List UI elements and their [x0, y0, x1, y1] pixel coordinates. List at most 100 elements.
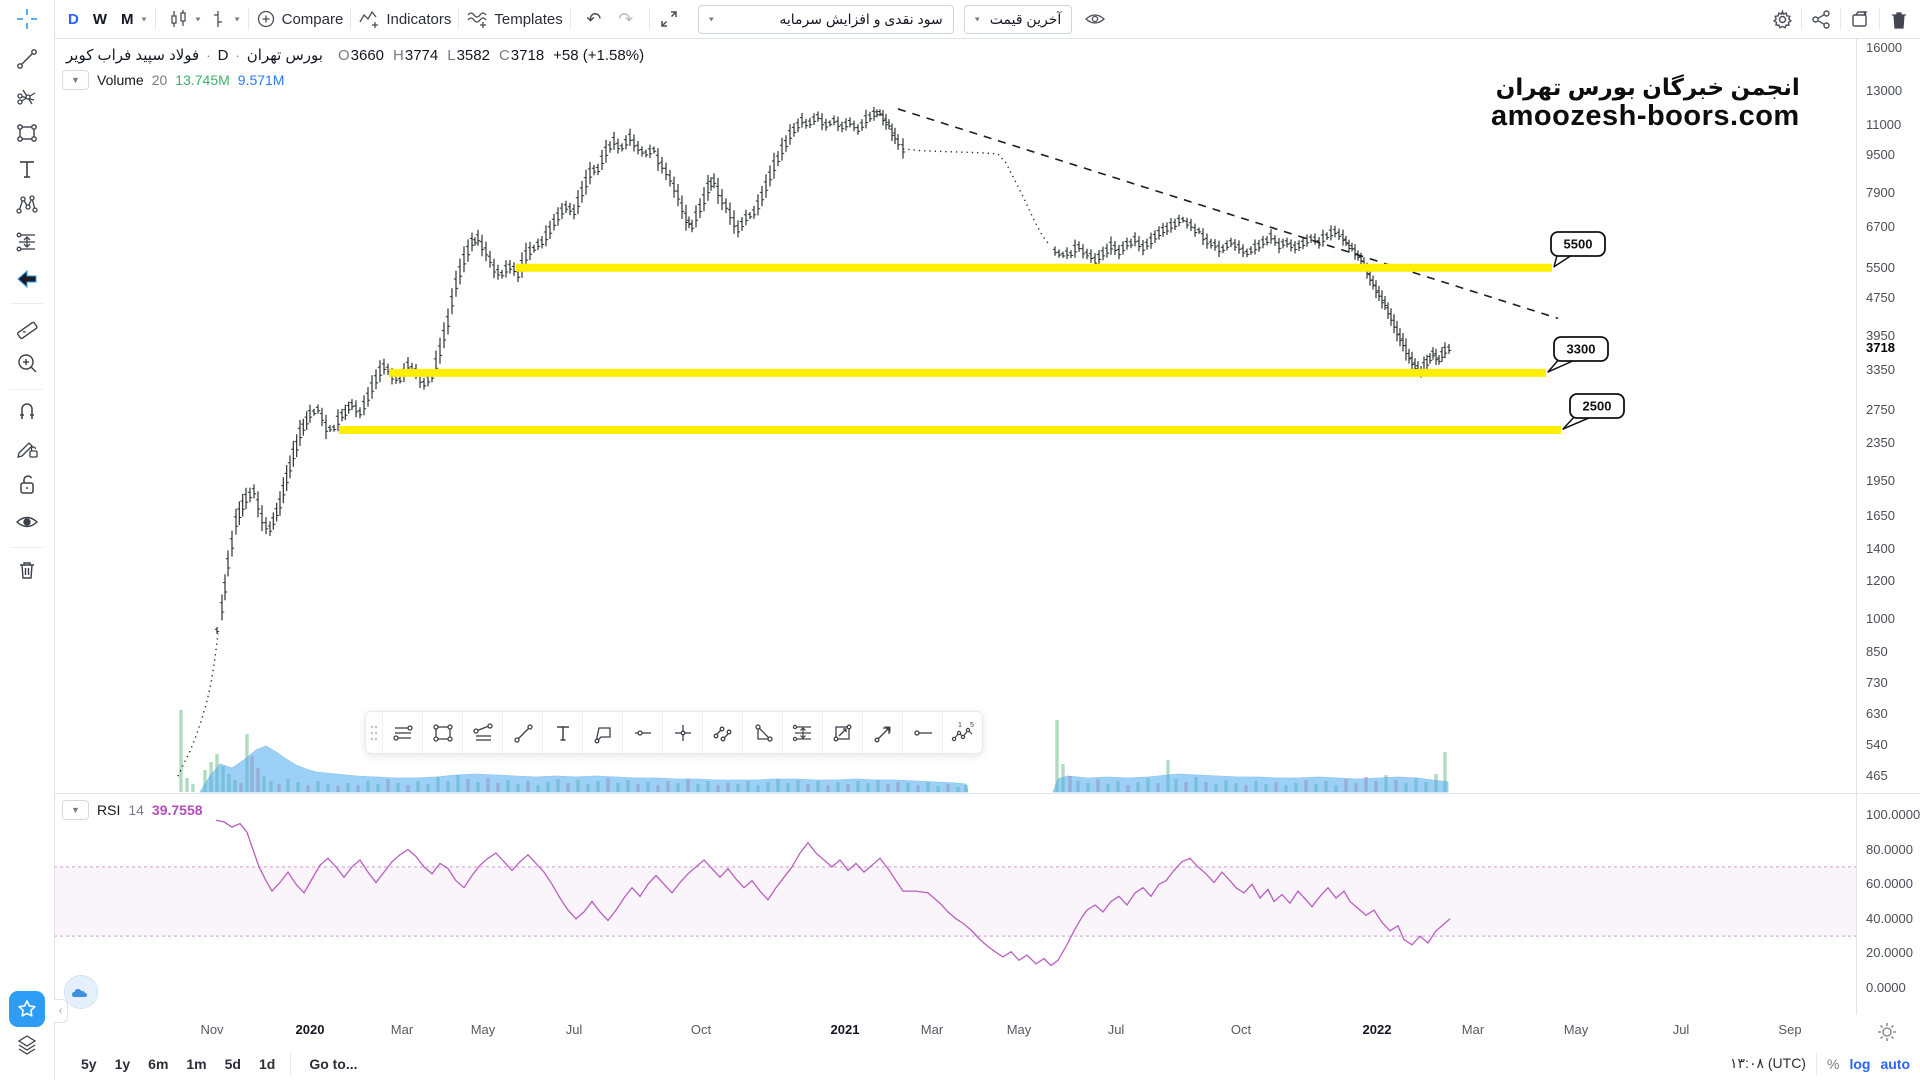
theme-sun-icon[interactable] [1876, 1021, 1898, 1043]
bar-style-chevron-icon[interactable]: ▾ [234, 14, 240, 24]
dividends-adjust-dropdown[interactable]: ▾ سود نقدی و افزایش سرمایه [697, 4, 954, 34]
range-button-6m[interactable]: 6m [148, 1055, 169, 1072]
rsi-length: 14 [128, 802, 144, 818]
goto-date-button[interactable]: Go to... [309, 1055, 358, 1072]
range-button-1y[interactable]: 1y [114, 1055, 131, 1072]
volume-collapse-chevron[interactable]: ▼ [62, 70, 89, 90]
callout-tool-icon[interactable] [582, 712, 622, 753]
legend-interval[interactable]: D [217, 46, 229, 64]
high-value: 3774 [404, 46, 439, 64]
drawing-mode-lock-icon[interactable] [8, 429, 46, 467]
rsi-label[interactable]: RSI [97, 802, 121, 818]
price-range-tool-icon[interactable] [822, 712, 862, 753]
text-tool-icon[interactable] [8, 150, 46, 188]
undo-icon[interactable]: ↶ [586, 8, 602, 29]
time-tick-label: Mar [920, 1022, 944, 1037]
templates-button[interactable]: Templates [459, 5, 569, 33]
price-scale[interactable]: 16000 13000 11000 9500 7900 6700 5500 4750 3950 3… [1857, 38, 1920, 1015]
disjoint-channel-tool-icon[interactable] [462, 712, 502, 753]
zoom-in-icon[interactable] [8, 344, 46, 382]
horizontal-ray-tool-icon[interactable] [622, 712, 662, 753]
visibility-eye-icon[interactable] [1080, 4, 1110, 34]
delete-trash-icon[interactable] [1884, 4, 1914, 34]
range-button-5d[interactable]: 5d [224, 1055, 241, 1072]
range-button-1m[interactable]: 1m [186, 1055, 207, 1072]
symbol-name[interactable]: فولاد سپید فراب کویر [66, 47, 200, 64]
time-tick-label: Nov [200, 1022, 224, 1037]
redo-icon[interactable]: ↷ [618, 8, 634, 29]
price-tick-label: 7900 [1866, 185, 1895, 201]
hide-drawings-eye-icon[interactable] [8, 503, 46, 541]
price-tick-label: 1400 [1866, 541, 1895, 557]
ray-tool-icon[interactable] [902, 712, 942, 753]
crosshair-tool-icon[interactable] [8, 0, 46, 38]
trend-line-tool-icon[interactable] [8, 40, 46, 78]
trend-line-tool-icon[interactable] [502, 712, 542, 753]
measure-ruler-icon[interactable] [8, 308, 46, 346]
brand-logo-bubble[interactable] [64, 975, 98, 1009]
interval-button-w[interactable]: W [92, 10, 108, 28]
watermark-line1: انجمن خبرگان بورس تهران [1495, 74, 1800, 100]
price-tick-label: 3950 [1866, 327, 1895, 343]
interval-button-m[interactable]: M [121, 10, 134, 28]
rectangle-tool-icon[interactable] [422, 712, 462, 753]
arrow-marker-tool-icon[interactable] [8, 260, 46, 298]
time-tick-label: 2022 [1362, 1022, 1392, 1037]
price-tick-label: 6700 [1866, 219, 1895, 235]
toolbar-drag-handle[interactable] [366, 712, 382, 753]
favorites-star-button[interactable] [9, 991, 45, 1027]
indicators-button[interactable]: Indicators [351, 5, 458, 33]
chart-style-chevron-icon[interactable]: ▾ [195, 14, 201, 24]
rsi-collapse-chevron[interactable]: ▼ [62, 800, 89, 820]
clock-utc[interactable]: ۱۳:۰۸ (UTC) [1730, 1055, 1806, 1071]
parallel-lines-tool-icon[interactable] [382, 712, 422, 753]
arrow-tool-icon[interactable] [862, 712, 902, 753]
cross-line-tool-icon[interactable] [662, 712, 702, 753]
triangle-tool-icon[interactable] [742, 712, 782, 753]
long-position-tool-icon[interactable] [8, 223, 46, 261]
bar-style-icon[interactable] [203, 4, 233, 34]
price-tick-label: 1000 [1866, 610, 1895, 626]
text-tool-icon[interactable] [542, 712, 582, 753]
symbol-legend[interactable]: فولاد سپید فراب کویر · D · بورس تهران O3… [66, 46, 644, 65]
level-label-balloon[interactable]: 3300 [1547, 336, 1609, 373]
time-axis[interactable]: Nov 2020 Mar May Jul Oct 2021 Mar May Jul Oct 2022 M… [0, 1015, 1920, 1048]
price-mode-dropdown[interactable]: ▾ آخرین قیمت [963, 4, 1073, 34]
rsi-legend: ▼ RSI 14 39.7558 [62, 800, 203, 820]
level-label-balloon[interactable]: 5500 [1550, 231, 1606, 268]
last-price-label: 3718 [1866, 340, 1895, 356]
interval-button-d[interactable]: D [68, 10, 79, 28]
pitchfork-tool-icon[interactable] [8, 78, 46, 116]
auto-scale-button[interactable]: auto [1880, 1055, 1910, 1072]
price-tick-label: 13000 [1866, 82, 1903, 98]
sidebar-collapse-handle[interactable]: ‹ [54, 999, 68, 1023]
interval-chevron-icon[interactable]: ▾ [141, 14, 147, 24]
compare-button[interactable]: Compare [249, 5, 351, 33]
rectangle-tool-icon[interactable] [8, 114, 46, 152]
share-icon[interactable] [1806, 4, 1836, 34]
volume-label[interactable]: Volume [97, 72, 144, 88]
sidebar-separator [10, 303, 44, 304]
price-tick-label: 16000 [1866, 40, 1903, 55]
parallel-channel-tool-icon[interactable] [702, 712, 742, 753]
magnet-mode-icon[interactable] [8, 393, 46, 431]
price-tick-label: 1950 [1866, 473, 1895, 489]
fullscreen-icon[interactable] [654, 4, 684, 34]
log-scale-button[interactable]: log [1849, 1055, 1871, 1072]
object-tree-layers-icon[interactable] [8, 1026, 46, 1064]
remove-drawings-trash-icon[interactable] [8, 551, 46, 589]
range-button-5y[interactable]: 5y [81, 1055, 97, 1072]
settings-gear-icon[interactable] [1767, 4, 1797, 34]
layout-panels-icon[interactable] [1845, 4, 1875, 34]
percent-scale-button[interactable]: % [1826, 1055, 1840, 1072]
chart-style-candles-icon[interactable] [164, 4, 194, 34]
long-position-tool-icon[interactable] [782, 712, 822, 753]
low-value: 3582 [456, 46, 490, 64]
lock-drawings-icon[interactable] [8, 466, 46, 504]
xabcd-pattern-tool-icon[interactable] [8, 186, 46, 224]
templates-icon [467, 12, 487, 28]
range-button-1d[interactable]: 1d [258, 1055, 276, 1072]
level-label-balloon[interactable]: 2500 [1562, 393, 1625, 430]
